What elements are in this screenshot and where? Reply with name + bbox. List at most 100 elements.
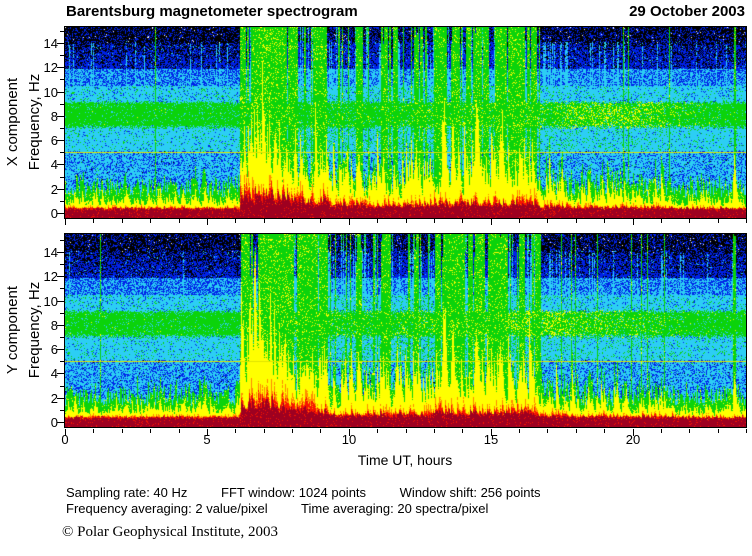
y-tick bbox=[57, 373, 64, 374]
x-tick bbox=[179, 219, 180, 223]
x-tick bbox=[434, 219, 435, 223]
x-tick bbox=[689, 219, 690, 223]
x-component-spectrogram-canvas bbox=[65, 27, 746, 218]
x-tick bbox=[264, 429, 265, 433]
y-tick-label: 12 bbox=[43, 60, 58, 75]
x-tick bbox=[689, 429, 690, 433]
x-tick bbox=[519, 219, 520, 223]
x-tick bbox=[547, 429, 548, 433]
x-tick bbox=[462, 219, 463, 223]
y-tick-label: 12 bbox=[43, 269, 58, 284]
copyright-notice: © Polar Geophysical Institute, 2003 bbox=[62, 524, 278, 540]
x-tick bbox=[93, 429, 94, 433]
x-tick bbox=[576, 219, 577, 223]
x-tick bbox=[633, 219, 634, 225]
y-tick-label: 0 bbox=[50, 415, 58, 430]
x-tick bbox=[406, 219, 407, 223]
x-tick bbox=[207, 429, 208, 436]
x-component-panel bbox=[64, 26, 747, 219]
x-tick bbox=[377, 219, 378, 223]
y-tick bbox=[57, 92, 64, 93]
x-tick bbox=[150, 219, 151, 223]
y-component-axis-label: Y component bbox=[4, 285, 21, 375]
x-tick bbox=[604, 429, 605, 433]
y-tick-label: 0 bbox=[50, 206, 58, 221]
y-tick bbox=[57, 422, 64, 423]
y-tick-label: 2 bbox=[50, 182, 58, 197]
x-tick bbox=[661, 219, 662, 223]
x-tick bbox=[150, 429, 151, 433]
x-tick bbox=[746, 429, 747, 433]
y-tick bbox=[57, 213, 64, 214]
x-tick bbox=[519, 429, 520, 433]
x-tick bbox=[93, 219, 94, 223]
y-tick bbox=[60, 152, 64, 153]
y-tick bbox=[57, 301, 64, 302]
x-tick bbox=[434, 429, 435, 433]
y-tick bbox=[60, 410, 64, 411]
x-tick bbox=[604, 219, 605, 223]
x-component-axis-label: X component bbox=[4, 77, 21, 167]
y-tick-label: 14 bbox=[43, 245, 58, 260]
x-tick bbox=[179, 429, 180, 433]
sampling-rate-text: Sampling rate: 40 Hz bbox=[66, 485, 188, 500]
x-tick bbox=[718, 429, 719, 433]
y-tick-label: 8 bbox=[50, 109, 58, 124]
y-tick bbox=[60, 361, 64, 362]
x-tick bbox=[207, 219, 208, 225]
window-shift-text: Window shift: 256 points bbox=[399, 485, 541, 500]
x-tick bbox=[633, 429, 634, 436]
x-tick bbox=[320, 219, 321, 223]
x-tick bbox=[377, 429, 378, 433]
y-tick-label: 6 bbox=[50, 342, 58, 357]
x-tick bbox=[122, 219, 123, 223]
y-tick-label: 2 bbox=[50, 391, 58, 406]
y-tick-label: 10 bbox=[43, 294, 58, 309]
y-tick bbox=[60, 128, 64, 129]
y-tick-label: 4 bbox=[50, 157, 58, 172]
x-tick bbox=[264, 219, 265, 223]
x-tick-label: 20 bbox=[625, 432, 641, 447]
y-tick bbox=[60, 288, 64, 289]
y-component-panel bbox=[64, 233, 747, 428]
x-tick-label: 10 bbox=[341, 432, 357, 447]
x-tick-label: 15 bbox=[483, 432, 499, 447]
y-tick bbox=[60, 386, 64, 387]
x-axis-title: Time UT, hours bbox=[357, 452, 453, 468]
x-tick bbox=[320, 429, 321, 433]
y-tick bbox=[60, 79, 64, 80]
x-tick bbox=[491, 429, 492, 436]
y-tick bbox=[57, 276, 64, 277]
x-tick bbox=[547, 219, 548, 223]
x-tick bbox=[462, 429, 463, 433]
y-tick-label: 10 bbox=[43, 85, 58, 100]
x-tick bbox=[292, 219, 293, 223]
date-label: 29 October 2003 bbox=[629, 3, 745, 20]
x-tick bbox=[122, 429, 123, 433]
x-tick bbox=[292, 429, 293, 433]
y-tick-label: 14 bbox=[43, 36, 58, 51]
y-tick bbox=[60, 55, 64, 56]
processing-info-line2: Frequency averaging: 2 value/pixel Time … bbox=[66, 501, 518, 516]
processing-info-line1: Sampling rate: 40 Hz FFT window: 1024 po… bbox=[66, 485, 571, 500]
y-tick-label: 4 bbox=[50, 366, 58, 381]
y-tick-label: 6 bbox=[50, 133, 58, 148]
x-tick-label: 5 bbox=[203, 432, 211, 447]
x-tick bbox=[406, 429, 407, 433]
y-tick bbox=[60, 201, 64, 202]
y-tick bbox=[57, 252, 64, 253]
y-tick bbox=[57, 140, 64, 141]
x-tick bbox=[661, 429, 662, 433]
x-tick bbox=[718, 219, 719, 223]
y-tick bbox=[57, 116, 64, 117]
y-tick bbox=[57, 67, 64, 68]
x-tick bbox=[65, 429, 66, 436]
y-tick bbox=[57, 325, 64, 326]
y-tick-label: 8 bbox=[50, 318, 58, 333]
x-tick bbox=[349, 429, 350, 436]
y-tick bbox=[60, 31, 64, 32]
y-tick bbox=[60, 104, 64, 105]
x-tick bbox=[746, 219, 747, 223]
y-tick bbox=[60, 264, 64, 265]
